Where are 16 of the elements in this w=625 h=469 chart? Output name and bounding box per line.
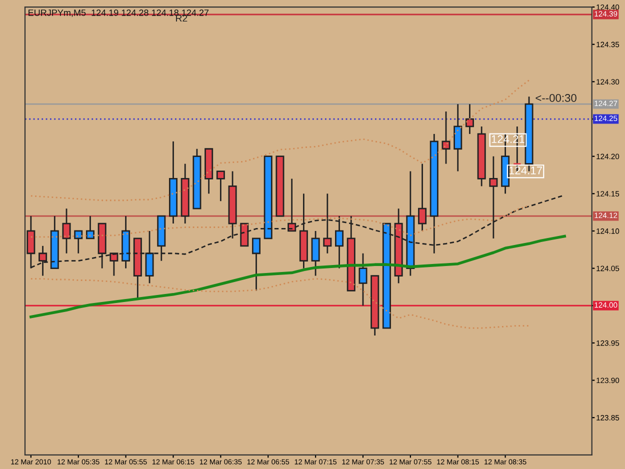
candlestick [454, 103, 462, 172]
candlestick [62, 208, 71, 254]
annotation: <--00:30 [536, 94, 576, 102]
candlestick [74, 230, 83, 254]
line-series [30, 278, 530, 329]
candlestick [216, 170, 225, 202]
candlestick [252, 238, 261, 292]
candlestick [358, 252, 368, 306]
candlestick [465, 103, 474, 135]
candlestick [311, 230, 320, 276]
line-series [30, 234, 566, 318]
candlestick [442, 110, 450, 164]
candlestick [86, 215, 94, 240]
candlestick [240, 222, 249, 247]
candlestick [418, 163, 427, 232]
annotation: R2 [176, 14, 188, 22]
